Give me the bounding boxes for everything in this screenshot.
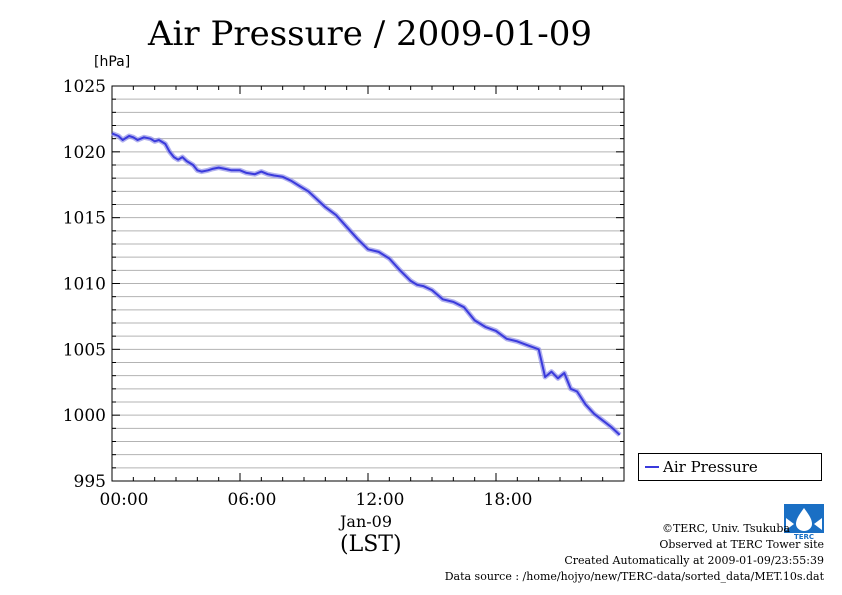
x-tick-label: 12:00 xyxy=(356,490,405,510)
chart-title: Air Pressure / 2009-01-09 xyxy=(147,14,592,54)
x-axis-date-label: Jan-09 xyxy=(340,512,393,531)
footer-copyright: ©TERC, Univ. Tsukuba xyxy=(661,522,790,535)
y-tick-label: 1010 xyxy=(63,275,106,295)
grid-lines xyxy=(112,98,624,469)
series-line-air-pressure xyxy=(111,132,621,436)
y-tick-label: 1025 xyxy=(63,77,106,97)
y-axis-unit: [hPa] xyxy=(94,54,131,70)
x-tick-label: 18:00 xyxy=(484,490,533,510)
x-tick-label: 00:00 xyxy=(100,490,149,510)
y-tick-label: 1005 xyxy=(63,340,106,360)
footer-observed: Observed at TERC Tower site xyxy=(659,538,824,551)
footer-created: Created Automatically at 2009-01-09/23:5… xyxy=(564,554,824,567)
y-tick-label: 1000 xyxy=(63,406,106,426)
x-tick-label: 06:00 xyxy=(228,490,277,510)
y-tick-label: 1015 xyxy=(63,209,106,229)
svg-text:TERC: TERC xyxy=(794,533,814,540)
legend: Air Pressure xyxy=(638,453,822,481)
legend-swatch xyxy=(645,466,659,468)
axis-ticks: 995 1000 1005 1010 1015 1020 1025 00:00 06:00 12:… xyxy=(63,77,625,510)
y-tick-label: 1020 xyxy=(63,143,106,163)
series-layer xyxy=(111,131,622,437)
legend-label: Air Pressure xyxy=(663,458,758,476)
y-tick-label: 995 xyxy=(74,472,106,492)
terc-logo-icon: TERC xyxy=(784,504,824,540)
x-axis-timezone-label: (LST) xyxy=(340,532,402,557)
footer-source: Data source : /home/hojyo/new/TERC-data/… xyxy=(444,570,824,583)
